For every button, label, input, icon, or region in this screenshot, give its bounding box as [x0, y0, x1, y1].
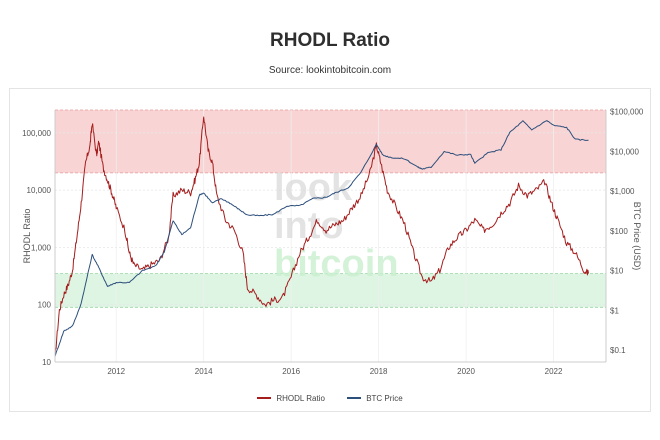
- legend: RHODL Ratio BTC Price: [0, 392, 660, 403]
- x-tick-label: 2020: [457, 367, 475, 376]
- legend-label-rhodl: RHODL Ratio: [276, 393, 325, 403]
- legend-item-rhodl[interactable]: RHODL Ratio: [257, 394, 325, 403]
- right-tick-label: $10,000: [610, 147, 639, 156]
- chart-title: RHODL Ratio: [270, 30, 390, 51]
- left-tick-label: 10,000: [27, 186, 52, 195]
- legend-swatch-rhodl: [257, 397, 272, 399]
- right-tick-label: $100: [610, 227, 628, 236]
- legend-item-btc[interactable]: BTC Price: [347, 393, 403, 403]
- watermark-line-3: bitcoin: [274, 243, 399, 285]
- x-tick-label: 2012: [107, 367, 125, 376]
- left-tick-label: 100: [38, 301, 52, 310]
- x-tick-label: 2014: [195, 367, 213, 376]
- series-line-btc: [54, 120, 589, 357]
- watermark-line-1: look: [274, 167, 353, 209]
- x-tick-label: 2016: [282, 367, 300, 376]
- series-layer: [54, 116, 589, 357]
- axes-layer: 10 100 1,000 10,000 100,000 $0.1 $1 $10 $100 $1,0…: [22, 108, 644, 376]
- left-axis-title: RHODL Ratio: [22, 209, 32, 264]
- x-tick-label: 2022: [545, 367, 563, 376]
- legend-label-btc: BTC Price: [366, 393, 403, 403]
- watermark: look into bitcoin: [274, 167, 399, 285]
- left-tick-label: 10: [42, 358, 51, 367]
- band-upper: [55, 110, 606, 173]
- right-tick-label: $100,000: [610, 108, 644, 117]
- series-line-rhodl: [54, 116, 589, 355]
- bands-layer: [55, 109, 606, 308]
- left-tick-label: 100,000: [22, 129, 51, 138]
- legend-swatch-btc: [347, 397, 362, 399]
- right-tick-label: $1: [610, 306, 619, 315]
- left-tick-label: 1,000: [31, 243, 52, 252]
- chart-subtitle: Source: lookintobitcoin.com: [268, 65, 392, 76]
- right-tick-label: $10: [610, 267, 624, 276]
- right-axis-title: BTC Price (USD): [632, 202, 642, 271]
- right-tick-label: $1,000: [610, 187, 635, 196]
- x-tick-label: 2018: [370, 367, 388, 376]
- band-lower: [55, 273, 606, 308]
- right-tick-label: $0.1: [610, 346, 626, 355]
